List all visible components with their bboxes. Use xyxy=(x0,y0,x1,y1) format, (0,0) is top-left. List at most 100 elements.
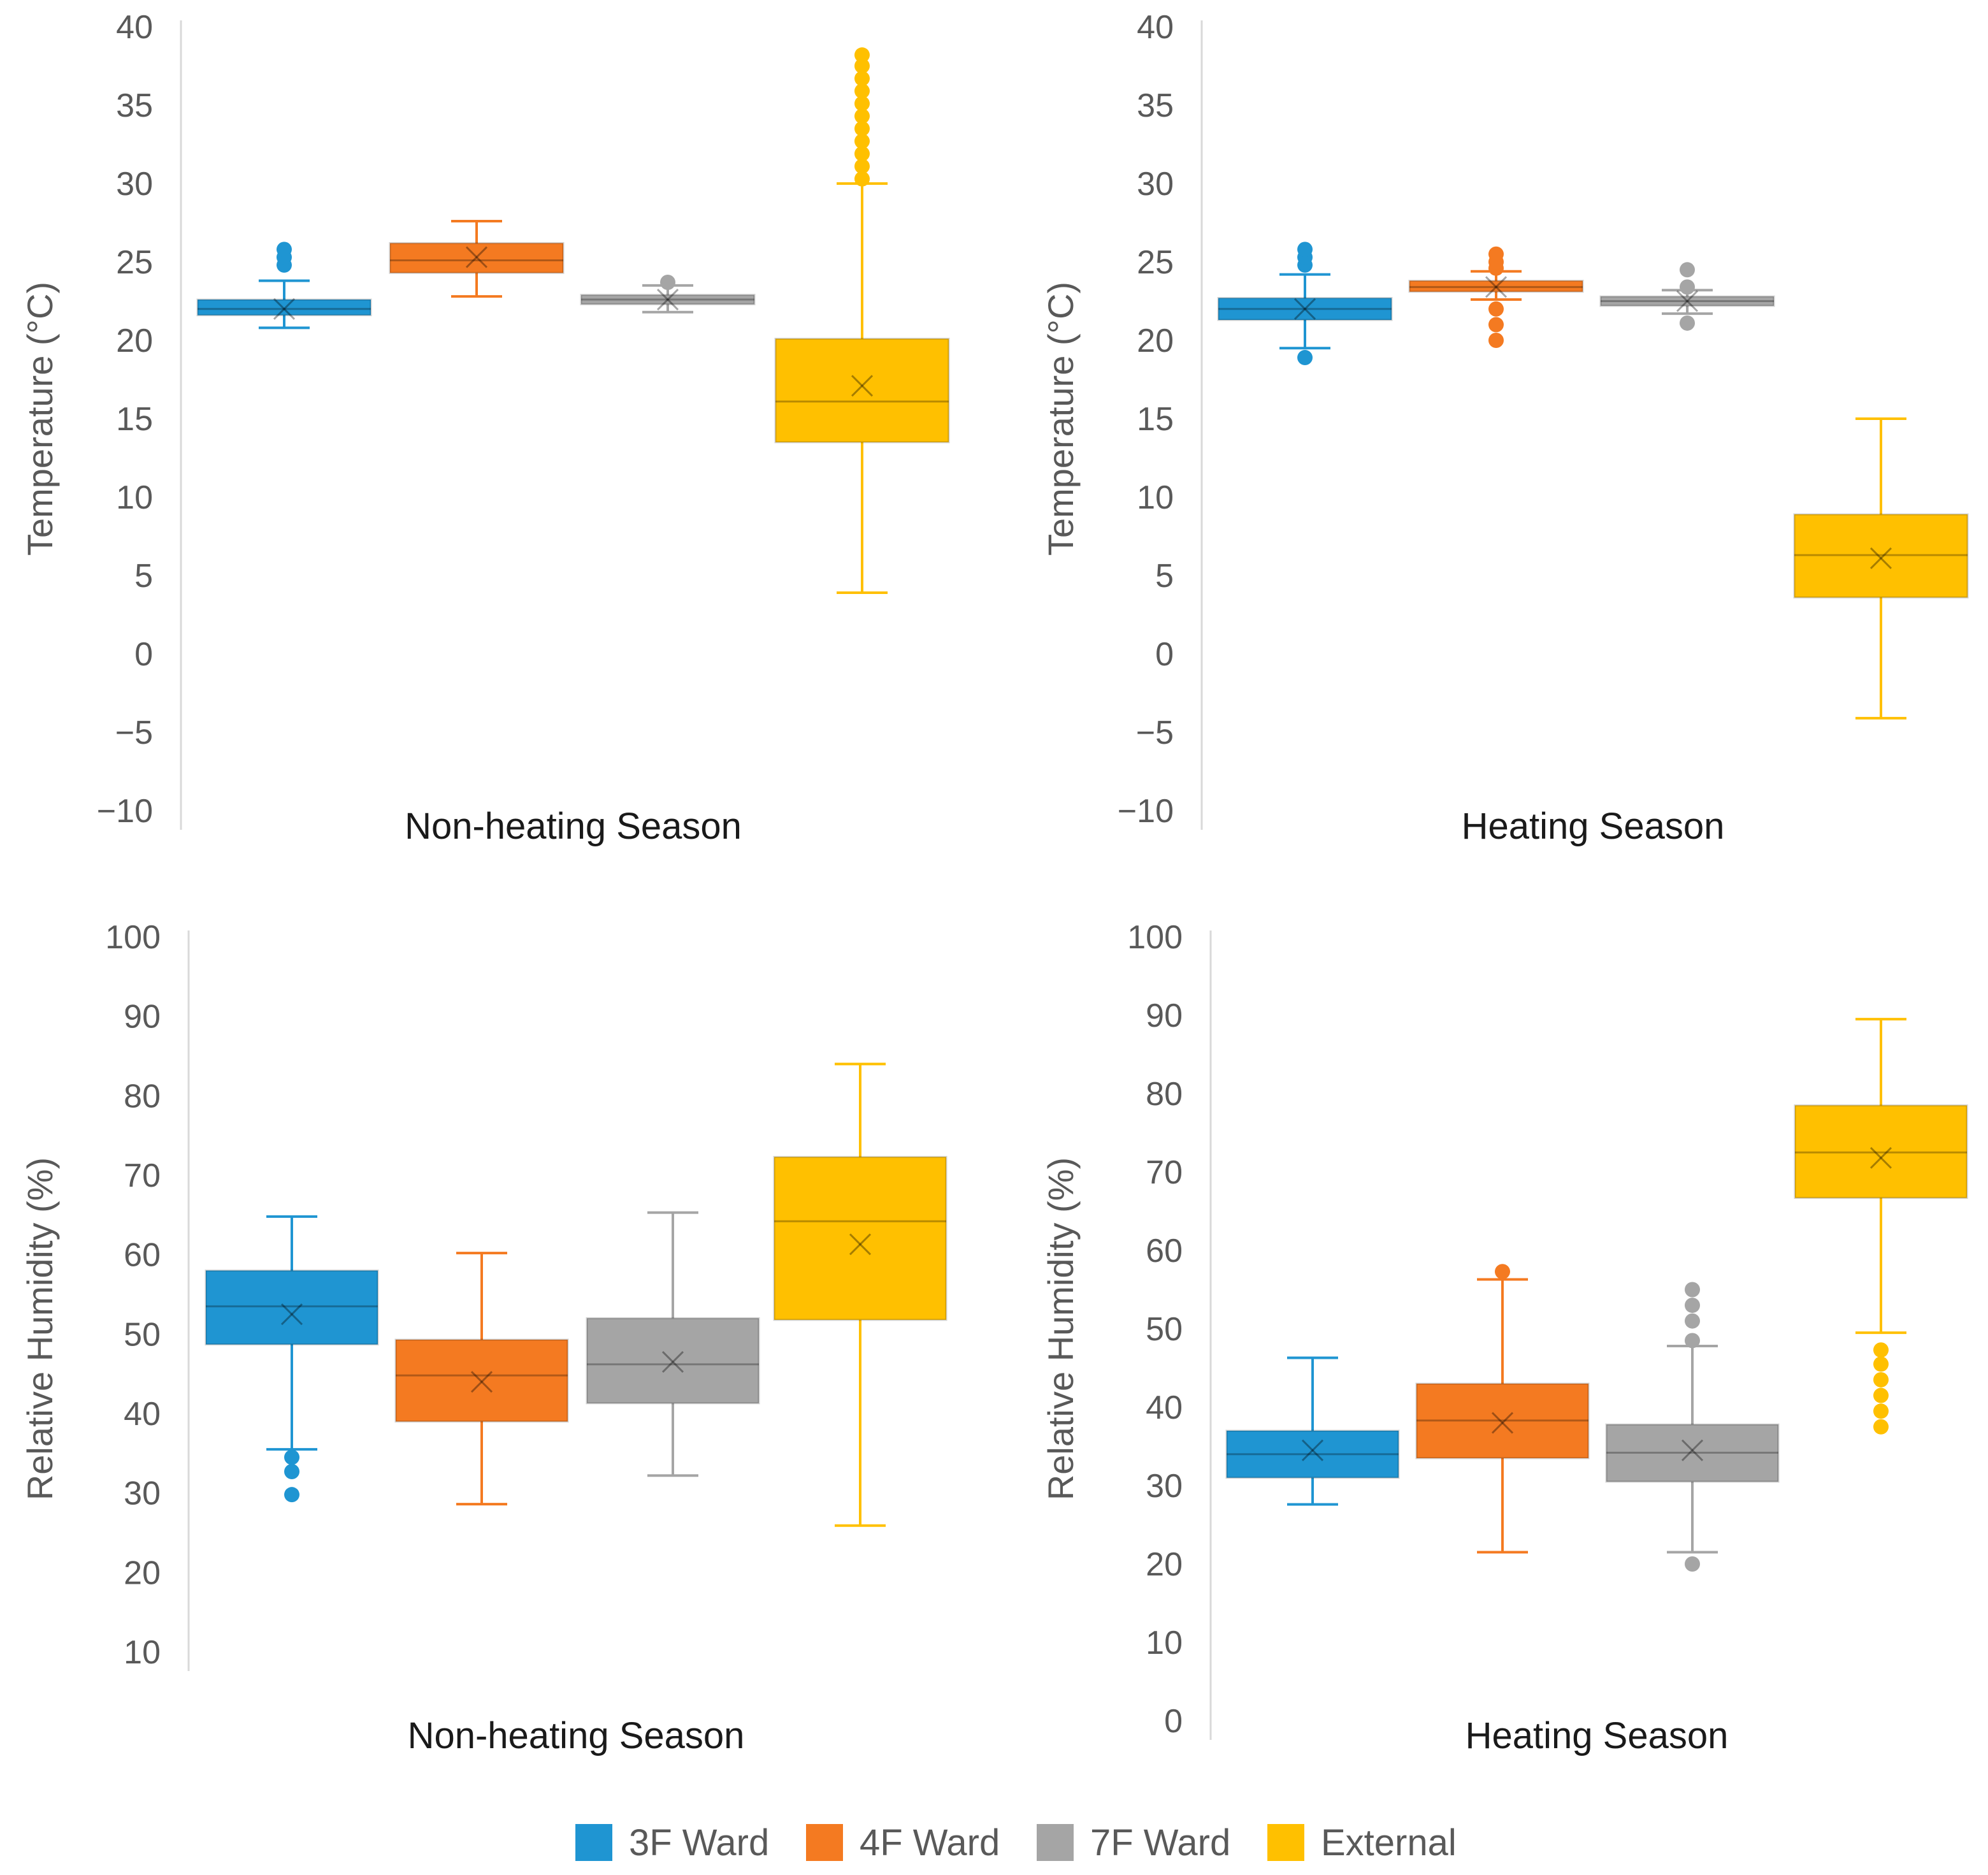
outlier-point xyxy=(1873,1342,1889,1358)
box-iqr xyxy=(586,1317,760,1405)
mean-marker xyxy=(1301,1439,1324,1461)
y-tick-label: 30 xyxy=(124,1475,161,1512)
mean-marker xyxy=(1869,1147,1892,1169)
mean-marker xyxy=(465,246,488,268)
y-tick-label: 30 xyxy=(1137,166,1174,203)
mean-marker xyxy=(1869,547,1892,570)
outlier-point xyxy=(1495,1264,1510,1280)
y-tick-label: 5 xyxy=(1155,558,1174,595)
outlier-point xyxy=(1297,350,1313,366)
box-iqr xyxy=(1408,280,1584,293)
box-iqr xyxy=(389,242,565,274)
outlier-point xyxy=(854,83,870,99)
x-axis-title: Heating Season xyxy=(1462,806,1725,847)
x-axis-title: Non-heating Season xyxy=(408,1715,745,1756)
legend-item-7f-ward: 7F Ward xyxy=(1037,1822,1230,1864)
box-iqr xyxy=(774,338,950,444)
box-external xyxy=(1794,1018,1968,1435)
y-tick-label: 0 xyxy=(134,636,153,673)
outlier-point xyxy=(1685,1282,1700,1298)
mean-marker xyxy=(1485,276,1508,298)
outlier-point xyxy=(660,274,675,290)
y-tick-label: 40 xyxy=(1137,9,1174,46)
panel-temperature-non-heating: 40 35 30 25 20 15 10 5 0 −5 −10 Temperature (°C) Non… xyxy=(20,9,950,847)
outlier-point xyxy=(284,1487,299,1503)
outlier-point xyxy=(1680,279,1695,295)
box-iqr xyxy=(1599,295,1775,307)
y-tick-label: 80 xyxy=(1146,1076,1183,1113)
panel-temperature-heating: 40 35 30 25 20 15 10 5 0 −5 −10 Temperature (°C) Hea… xyxy=(1041,9,1969,847)
box-iqr xyxy=(1217,297,1393,321)
box-iqr xyxy=(196,298,372,317)
box-4f-ward xyxy=(1415,1264,1590,1554)
outlier-point xyxy=(854,120,870,136)
y-tick-label: 90 xyxy=(1146,997,1183,1034)
outlier-point xyxy=(854,171,870,187)
y-tick-label: 80 xyxy=(124,1078,161,1115)
y-tick-label: 15 xyxy=(116,401,153,438)
box-external xyxy=(773,1062,947,1527)
mean-marker xyxy=(1676,290,1699,312)
mean-marker xyxy=(656,288,679,311)
mean-marker xyxy=(851,375,874,397)
outlier-point xyxy=(284,1449,299,1465)
box-3f-ward xyxy=(196,242,372,329)
y-tick-label: 25 xyxy=(1137,244,1174,281)
outlier-point xyxy=(1873,1356,1889,1372)
box-iqr xyxy=(1605,1423,1780,1483)
box-4f-ward xyxy=(394,1252,569,1506)
outlier-point xyxy=(1488,317,1504,333)
y-tick-label: 0 xyxy=(1164,1703,1183,1740)
mean-marker xyxy=(470,1371,493,1393)
mean-marker xyxy=(1293,298,1316,320)
y-tick-label: −10 xyxy=(97,793,153,830)
mean-marker xyxy=(1301,1439,1324,1461)
box-external xyxy=(774,47,950,595)
outlier-point xyxy=(854,96,870,112)
legend-swatch-7f-ward xyxy=(1037,1824,1074,1861)
mean-marker xyxy=(1681,1439,1704,1461)
y-tick-label: −5 xyxy=(115,714,153,751)
box-4f-ward xyxy=(389,220,565,298)
y-axis-title: Temperature (°C) xyxy=(1041,282,1081,556)
y-tick-label: 5 xyxy=(134,558,153,595)
legend-swatch-4f-ward xyxy=(806,1824,843,1861)
legend-swatch-3f-ward xyxy=(575,1824,612,1861)
y-tick-label: 15 xyxy=(1137,401,1174,438)
y-tick-label: 60 xyxy=(1146,1233,1183,1270)
mean-marker xyxy=(851,375,874,397)
outlier-point xyxy=(1873,1403,1889,1419)
y-tick-label: 40 xyxy=(116,9,153,46)
y-tick-label: 25 xyxy=(116,244,153,281)
legend-item-external: External xyxy=(1267,1822,1457,1864)
mean-marker xyxy=(1293,298,1316,320)
y-tick-label: 90 xyxy=(124,999,161,1036)
y-tick-label: 20 xyxy=(1137,322,1174,359)
legend: 3F Ward 4F Ward 7F Ward External xyxy=(575,1822,1457,1864)
legend-label-3f-ward: 3F Ward xyxy=(629,1822,769,1864)
outlier-point xyxy=(1488,246,1504,262)
outlier-point xyxy=(1685,1298,1700,1314)
box-iqr xyxy=(1225,1430,1400,1479)
box-external xyxy=(1793,417,1969,720)
legend-swatch-external xyxy=(1267,1824,1304,1861)
outlier-point xyxy=(1685,1556,1700,1572)
legend-item-3f-ward: 3F Ward xyxy=(575,1822,769,1864)
box-iqr xyxy=(1794,1104,1968,1199)
y-tick-label: 10 xyxy=(116,479,153,516)
box-iqr xyxy=(773,1155,947,1321)
legend-item-4f-ward: 4F Ward xyxy=(806,1822,1000,1864)
y-tick-label: 70 xyxy=(1146,1154,1183,1191)
mean-marker xyxy=(465,246,488,268)
y-tick-label: 30 xyxy=(116,166,153,203)
box-7f-ward xyxy=(580,274,756,314)
mean-marker xyxy=(280,1303,303,1326)
box-7f-ward xyxy=(1605,1282,1780,1572)
y-tick-label: 35 xyxy=(116,87,153,124)
x-axis-title: Non-heating Season xyxy=(405,806,742,847)
outlier-point xyxy=(854,146,870,162)
y-tick-label: 50 xyxy=(124,1316,161,1353)
y-tick-label: 10 xyxy=(1137,479,1174,516)
mean-marker xyxy=(1485,276,1508,298)
